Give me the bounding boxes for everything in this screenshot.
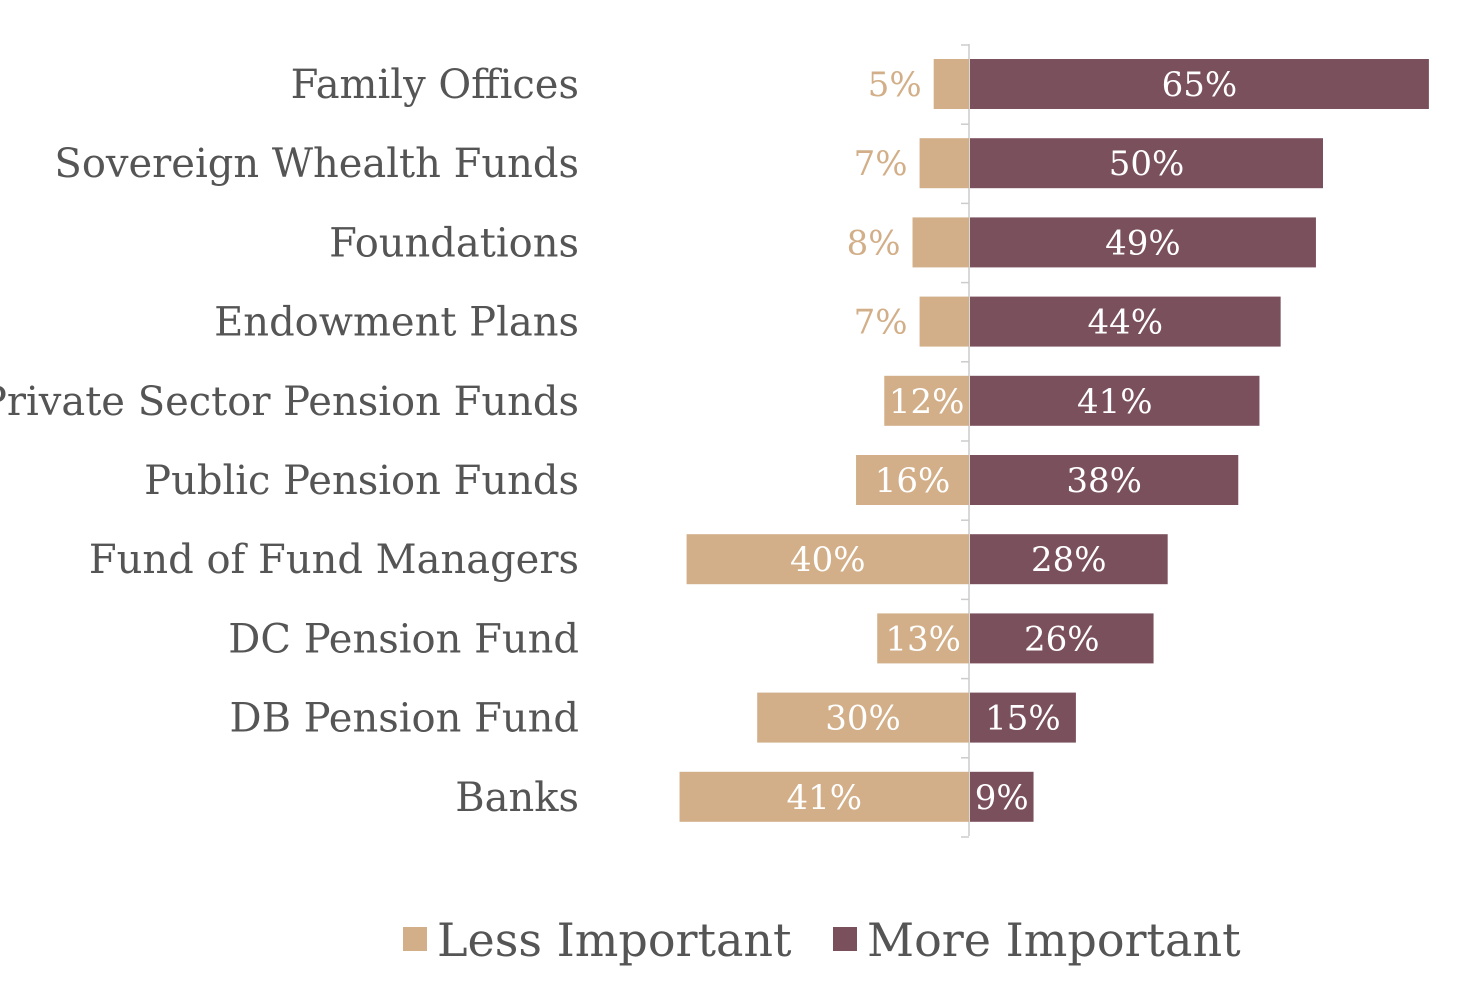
value-label-more-important-private-sector-pension-funds: 41% <box>1077 382 1153 422</box>
bar-less-important-banks <box>679 771 969 822</box>
category-label-family-offices: Family Offices <box>291 62 579 108</box>
category-label-endowment-plans: Endowment Plans <box>214 300 579 346</box>
value-label-less-important-banks: 41% <box>786 778 862 818</box>
value-label-more-important-foundations: 49% <box>1105 223 1181 263</box>
legend-label-more-important: More Important <box>867 913 1241 967</box>
value-label-more-important-fund-of-fund-managers: 28% <box>1031 540 1107 580</box>
legend: Less Important More Important <box>403 913 1241 967</box>
value-label-more-important-banks: 9% <box>975 778 1029 818</box>
bar-less-important-sovereign-whealth-funds <box>919 138 969 189</box>
category-label-banks: Banks <box>455 775 579 821</box>
value-label-less-important-sovereign-whealth-funds: 7% <box>854 144 908 184</box>
legend-swatch-less-important <box>403 927 427 951</box>
value-label-more-important-db-pension-fund: 15% <box>985 699 1061 739</box>
bar-less-important-dc-pension-fund <box>877 613 969 664</box>
bar-more-important-family-offices <box>970 59 1429 109</box>
category-label-sovereign-whealth-funds: Sovereign Whealth Funds <box>54 141 579 187</box>
value-label-more-important-sovereign-whealth-funds: 50% <box>1109 144 1185 184</box>
value-label-less-important-endowment-plans: 7% <box>854 303 908 343</box>
value-label-more-important-dc-pension-fund: 26% <box>1024 619 1100 659</box>
bar-less-important-db-pension-fund <box>757 692 969 743</box>
category-label-private-sector-pension-funds: Private Sector Pension Funds <box>0 379 579 425</box>
category-label-db-pension-fund: DB Pension Fund <box>230 696 580 742</box>
value-label-less-important-family-offices: 5% <box>868 65 922 105</box>
value-label-less-important-foundations: 8% <box>847 223 901 263</box>
bar-less-important-fund-of-fund-managers <box>686 534 969 585</box>
bar-more-important-banks <box>970 771 1034 822</box>
bar-more-important-public-pension-funds <box>970 455 1239 505</box>
legend-swatch-more-important <box>833 927 857 951</box>
value-label-less-important-db-pension-fund: 30% <box>825 699 901 739</box>
bar-more-important-foundations <box>970 217 1316 268</box>
bar-less-important-private-sector-pension-funds <box>884 375 969 426</box>
category-label-foundations: Foundations <box>329 220 579 266</box>
labels-layer: Family Offices 5% 65% Sovereign Whealth Fun… <box>0 62 1237 821</box>
value-label-more-important-family-offices: 65% <box>1162 65 1238 105</box>
category-label-public-pension-funds: Public Pension Funds <box>144 458 579 504</box>
bar-more-important-fund-of-fund-managers <box>970 534 1168 585</box>
bar-more-important-db-pension-fund <box>970 692 1076 743</box>
category-label-fund-of-fund-managers: Fund of Fund Managers <box>89 537 579 583</box>
value-label-less-important-fund-of-fund-managers: 40% <box>790 540 866 580</box>
bar-less-important-public-pension-funds <box>856 455 969 505</box>
value-label-less-important-private-sector-pension-funds: 12% <box>889 382 965 422</box>
value-label-less-important-dc-pension-fund: 13% <box>885 619 961 659</box>
bar-less-important-foundations <box>912 217 969 268</box>
category-label-dc-pension-fund: DC Pension Fund <box>228 616 579 662</box>
bar-more-important-dc-pension-fund <box>970 613 1154 664</box>
bar-less-important-endowment-plans <box>919 296 969 347</box>
bar-more-important-endowment-plans <box>970 296 1281 347</box>
value-label-more-important-endowment-plans: 44% <box>1088 303 1164 343</box>
legend-label-less-important: Less Important <box>437 913 792 967</box>
bar-less-important-family-offices <box>933 59 969 109</box>
value-label-more-important-public-pension-funds: 38% <box>1066 461 1142 501</box>
bars-layer <box>679 59 1429 822</box>
value-label-less-important-public-pension-funds: 16% <box>875 461 951 501</box>
bar-more-important-sovereign-whealth-funds <box>970 138 1323 189</box>
bar-more-important-private-sector-pension-funds <box>970 375 1260 426</box>
